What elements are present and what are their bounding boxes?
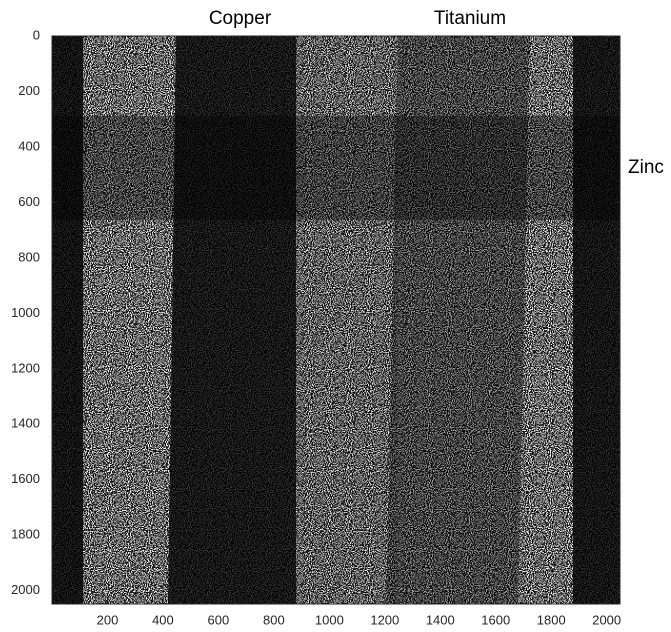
x-tick-label: 1600 — [481, 612, 510, 627]
x-tick-label: 1000 — [315, 612, 344, 627]
x-tick-label: 600 — [208, 612, 230, 627]
x-tick-label: 1200 — [370, 612, 399, 627]
annotation: Titanium — [434, 8, 506, 29]
y-tick-label: 1200 — [11, 360, 40, 375]
annotation: Zinc — [628, 157, 664, 178]
y-tick-label: 1800 — [11, 527, 40, 542]
y-tick-label: 800 — [18, 249, 40, 264]
x-tick-label: 1800 — [537, 612, 566, 627]
x-tick-label: 800 — [263, 612, 285, 627]
x-tick-label: 200 — [97, 612, 119, 627]
x-tick-label: 1400 — [426, 612, 455, 627]
y-tick-label: 2000 — [11, 582, 40, 597]
axes-box — [51, 35, 621, 605]
y-tick-label: 1400 — [11, 416, 40, 431]
y-tick-label: 1600 — [11, 471, 40, 486]
y-tick-label: 400 — [18, 138, 40, 153]
y-tick-label: 0 — [33, 27, 40, 42]
y-tick-label: 600 — [18, 194, 40, 209]
y-tick-label: 1000 — [11, 305, 40, 320]
image — [52, 36, 620, 604]
x-tick-label: 400 — [152, 612, 174, 627]
x-tick-label: 2000 — [592, 612, 621, 627]
annotation: Copper — [209, 8, 272, 29]
y-tick-label: 200 — [18, 83, 40, 98]
